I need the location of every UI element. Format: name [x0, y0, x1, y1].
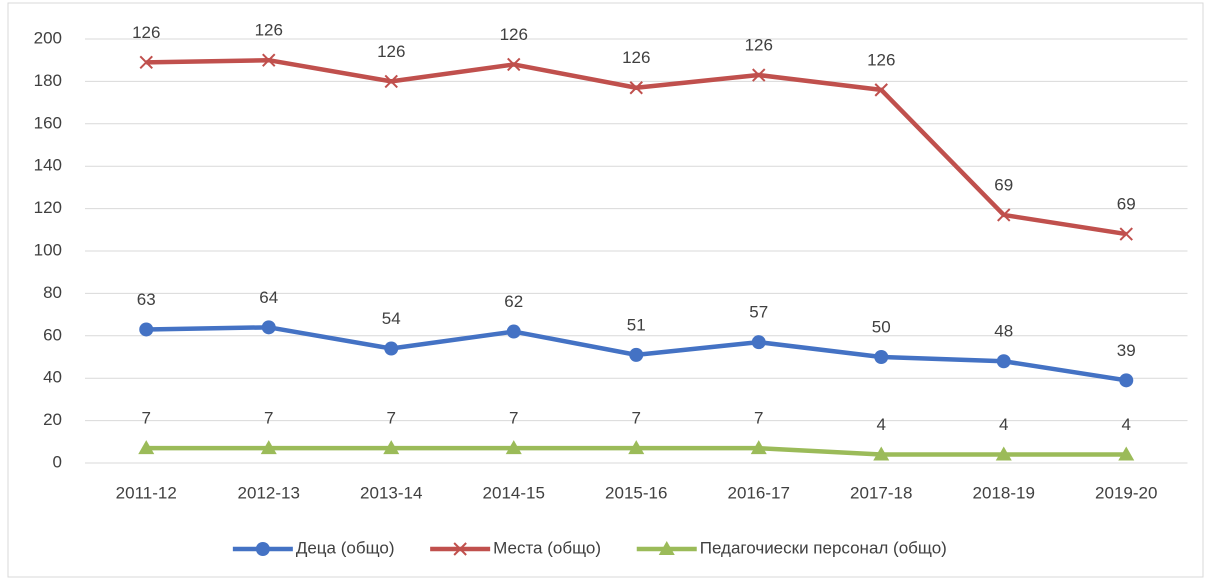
point — [629, 347, 644, 362]
y-tick-label: 20 — [43, 410, 62, 429]
point — [874, 83, 888, 97]
point — [139, 322, 154, 337]
data-label: 7 — [754, 409, 763, 428]
x-tick-label: 2013-14 — [360, 483, 422, 502]
data-label: 7 — [632, 409, 641, 428]
point — [262, 53, 276, 67]
point — [750, 440, 767, 455]
x-tick-label: 2011-12 — [116, 483, 177, 502]
data-label: 7 — [264, 409, 273, 428]
x-tick-label: 2019-20 — [1095, 483, 1157, 502]
legend-label: Места (общо) — [493, 538, 601, 557]
point — [751, 335, 766, 350]
data-label: 126 — [500, 25, 528, 44]
data-label: 126 — [745, 36, 773, 55]
series: 7 7 7 7 7 7 4 4 4 — [138, 409, 1135, 461]
data-label: 126 — [622, 48, 650, 67]
point — [139, 55, 153, 70]
data-label: 69 — [1117, 195, 1136, 214]
x-tick-label: 2012-13 — [238, 483, 300, 502]
data-label: 39 — [1117, 341, 1136, 360]
point — [752, 68, 766, 82]
series: 126 126 126 126 126 126 126 69 69 — [132, 21, 1136, 241]
data-label: 7 — [509, 409, 518, 428]
y-tick-label: 0 — [53, 452, 62, 471]
series: 63 64 54 62 51 57 50 48 39 — [137, 288, 1136, 388]
x-tick-label: 2016-17 — [728, 483, 790, 502]
point — [1118, 446, 1135, 461]
point — [384, 74, 398, 89]
point — [873, 446, 890, 461]
data-label: 7 — [387, 409, 396, 428]
y-tick-label: 80 — [43, 283, 62, 302]
data-label: 126 — [255, 21, 283, 40]
point — [260, 440, 277, 455]
legend-label: Деца (общо) — [296, 538, 395, 557]
legend-label: Педагочиески персонал (общо) — [700, 538, 947, 557]
data-label: 126 — [132, 23, 160, 42]
point — [995, 446, 1012, 461]
point — [1119, 373, 1134, 388]
point — [383, 440, 400, 455]
y-tick-label: 40 — [43, 368, 62, 387]
y-tick-label: 120 — [34, 198, 62, 217]
data-label: 126 — [377, 42, 405, 61]
y-tick-label: 60 — [43, 325, 62, 344]
data-label: 57 — [749, 303, 768, 322]
data-label: 54 — [382, 309, 401, 328]
point — [261, 320, 276, 335]
legend-marker — [453, 542, 467, 556]
y-tick-label: 180 — [34, 71, 62, 90]
point — [1119, 227, 1133, 241]
y-tick-label: 160 — [34, 113, 62, 132]
point — [506, 324, 521, 339]
point — [507, 57, 521, 72]
point — [996, 354, 1011, 369]
data-label: 50 — [872, 317, 891, 336]
point — [874, 350, 889, 364]
x-tick-label: 2014-15 — [483, 483, 545, 502]
point — [628, 440, 645, 455]
x-tick-label: 2018-19 — [973, 483, 1035, 502]
data-label: 51 — [627, 315, 646, 334]
data-label: 126 — [867, 50, 895, 69]
x-tick-label: 2015-16 — [605, 483, 667, 502]
point — [138, 440, 155, 455]
data-label: 4 — [999, 415, 1008, 434]
chart-border — [7, 2, 1204, 578]
data-label: 69 — [994, 175, 1013, 194]
point — [997, 208, 1011, 222]
y-tick-label: 100 — [34, 240, 62, 259]
data-label: 62 — [504, 292, 523, 311]
y-tick-label: 140 — [34, 156, 62, 175]
data-label: 64 — [259, 288, 278, 307]
data-label: 63 — [137, 290, 156, 309]
y-tick-label: 200 — [34, 28, 62, 47]
point — [384, 341, 399, 356]
data-label: 48 — [994, 322, 1013, 341]
data-label: 4 — [877, 415, 886, 434]
data-label: 7 — [142, 409, 151, 428]
point — [629, 81, 643, 95]
legend-marker — [658, 541, 675, 555]
x-tick-label: 2017-18 — [850, 483, 912, 502]
data-label: 4 — [1122, 415, 1131, 434]
point — [505, 440, 522, 455]
legend-marker — [255, 542, 270, 556]
